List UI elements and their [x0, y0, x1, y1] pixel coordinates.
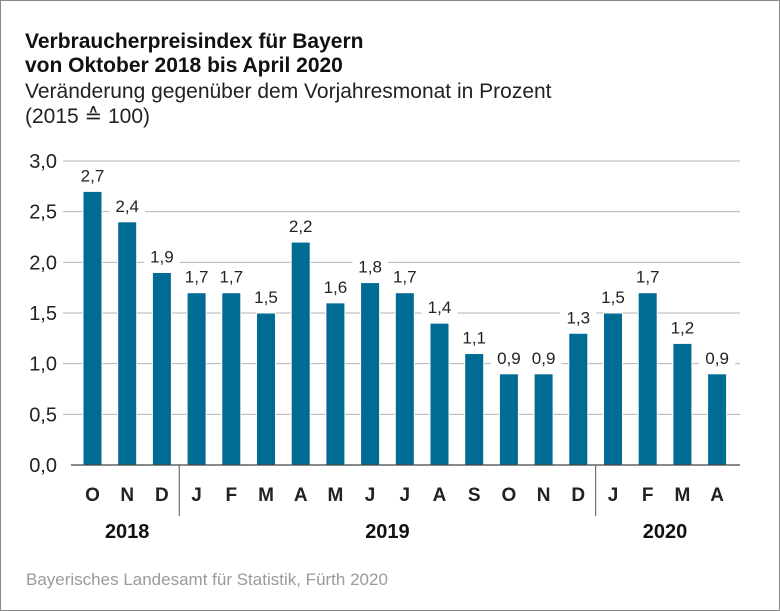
bar	[186, 292, 207, 466]
data-label-background	[421, 297, 458, 318]
bar	[256, 312, 276, 466]
bar	[672, 342, 693, 466]
y-tick-label: 2,0	[29, 252, 57, 274]
bar	[498, 373, 519, 466]
data-label: 1,9	[150, 247, 174, 266]
bar	[533, 373, 554, 466]
chart-subtitle: Veränderung gegenüber dem Vorjahresmonat…	[25, 79, 552, 129]
data-label: 1,6	[324, 278, 348, 297]
x-tick-label: J	[608, 485, 619, 506]
x-tick-label: J	[400, 485, 411, 506]
x-tick-label: J	[365, 485, 376, 506]
title-line-2: von Oktober 2018 bis April 2020	[25, 54, 343, 77]
x-tick-label: O	[502, 485, 517, 506]
data-label: 1,1	[462, 329, 486, 348]
data-label-background	[629, 266, 666, 287]
x-tick-label: M	[327, 485, 343, 506]
x-tick-label: S	[468, 485, 481, 506]
x-tick-label: N	[537, 485, 551, 506]
x-tick-label: N	[120, 485, 134, 506]
x-tick-label: A	[433, 485, 447, 506]
data-label: 1,2	[671, 318, 695, 337]
bar	[82, 190, 103, 466]
data-label-background	[178, 266, 215, 287]
bar	[464, 353, 485, 466]
data-label-background	[282, 216, 319, 237]
data-label: 1,7	[185, 268, 209, 287]
bar	[290, 241, 311, 466]
bar	[151, 271, 172, 466]
source-note: Bayerisches Landesamt für Statistik, Für…	[26, 570, 388, 589]
title-line-1: Verbraucherpreisindex für Bayern	[25, 30, 364, 53]
y-tick-label: 0,5	[29, 404, 57, 426]
data-label-background	[317, 276, 354, 297]
data-label: 1,4	[428, 298, 452, 317]
x-tick-label: F	[642, 485, 654, 506]
data-label: 0,9	[497, 349, 521, 368]
x-tick-label: A	[294, 485, 308, 506]
bar	[603, 312, 623, 466]
data-label-background	[143, 246, 180, 267]
data-label: 1,3	[566, 308, 590, 327]
data-label-background	[386, 266, 423, 287]
y-tick-label: 3,0	[29, 151, 57, 173]
data-label-background	[352, 256, 389, 277]
x-tick-label: F	[225, 485, 237, 506]
data-label-background	[74, 165, 111, 186]
bar	[429, 322, 450, 466]
subtitle-line-1: Veränderung gegenüber dem Vorjahresmonat…	[25, 80, 552, 103]
x-tick-label: M	[258, 485, 274, 506]
subtitle-line-2: (2015 ≙ 100)	[25, 105, 151, 128]
x-tick-label: D	[155, 485, 169, 506]
data-label-background	[525, 347, 562, 368]
y-tick-label: 2,5	[29, 202, 57, 224]
data-label: 2,2	[289, 217, 313, 236]
data-label-background	[213, 266, 250, 287]
bar	[394, 292, 415, 466]
bar	[360, 282, 381, 466]
data-label-background	[490, 347, 527, 368]
data-label-background	[664, 317, 701, 338]
data-label: 2,4	[115, 197, 139, 216]
y-tick-label: 1,0	[29, 354, 57, 376]
data-label: 1,7	[393, 268, 417, 287]
data-label: 0,9	[532, 349, 556, 368]
data-label-background	[699, 347, 736, 368]
bar	[568, 332, 589, 466]
data-label: 1,7	[636, 268, 660, 287]
data-label: 2,7	[81, 166, 105, 185]
data-label-background	[248, 287, 284, 307]
bar	[221, 292, 242, 466]
y-tick-label: 0,0	[29, 455, 57, 477]
data-label-background	[595, 287, 631, 307]
x-tick-label: A	[710, 485, 724, 506]
data-label: 1,5	[601, 288, 625, 307]
x-tick-label: D	[571, 485, 585, 506]
bar	[637, 292, 658, 466]
year-label: 2020	[643, 521, 688, 543]
data-label: 0,9	[705, 349, 729, 368]
data-label-background	[456, 327, 493, 348]
bar	[707, 373, 728, 466]
x-tick-label: O	[85, 485, 100, 506]
x-tick-label: M	[674, 485, 690, 506]
year-label: 2018	[105, 521, 150, 543]
bar	[117, 221, 138, 466]
bar	[325, 302, 346, 466]
y-tick-label: 1,5	[29, 303, 57, 325]
data-label: 1,8	[358, 258, 382, 277]
x-tick-label: J	[191, 485, 202, 506]
data-label: 1,5	[254, 288, 278, 307]
data-label-background	[109, 195, 146, 216]
data-label-background	[560, 307, 597, 328]
chart-title: Verbraucherpreisindex für Bayern von Okt…	[25, 30, 363, 78]
year-label: 2019	[365, 521, 410, 543]
data-label: 1,7	[219, 268, 243, 287]
